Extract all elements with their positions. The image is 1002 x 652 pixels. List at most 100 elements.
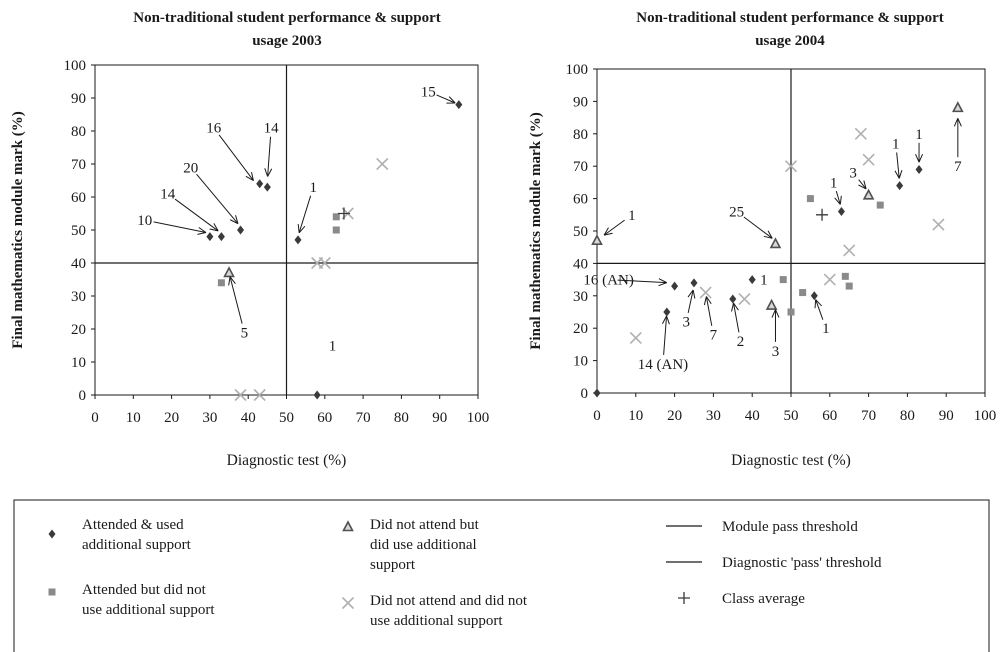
attended-not-used-marker [845, 282, 853, 290]
not-attend-used-marker [765, 298, 778, 310]
annotation-arrowhead [245, 171, 254, 182]
legend-label-line: Did not attend and did not [370, 593, 528, 609]
annotation-label: 3 [772, 344, 780, 360]
y-tick-label: 50 [71, 223, 86, 239]
x-axis-label: Diagnostic test (%) [731, 452, 851, 469]
legend-label-line: did use additional [370, 537, 477, 553]
x-tick-label: 100 [974, 408, 997, 424]
x-tick-label: 60 [822, 408, 837, 424]
y-tick-label: 0 [581, 386, 589, 402]
legend-label-line: Class average [722, 591, 805, 607]
annotation-arrow [298, 195, 312, 233]
annotation-arrow [153, 221, 207, 233]
annotation-label: 10 [137, 213, 152, 229]
annotation-label: 1 [760, 273, 768, 289]
annotation-arrowhead [834, 195, 842, 205]
attended-used-marker [896, 181, 904, 191]
y-tick-label: 80 [71, 124, 86, 140]
annotation-label: 16 (AN) [583, 273, 633, 289]
y-tick-label: 70 [71, 157, 86, 173]
chart-title: Non-traditional student performance & su… [133, 10, 441, 26]
attended-used-marker [748, 275, 756, 285]
y-axis-label: Final mathematics module mark (%) [10, 111, 26, 348]
annotation-arrow [218, 134, 254, 181]
legend-label-line: additional support [82, 537, 192, 553]
x-tick-label: 80 [900, 408, 915, 424]
annotation-label: 1 [892, 137, 900, 153]
annotation-arrowhead [703, 296, 712, 306]
y-tick-label: 60 [71, 190, 86, 206]
annotation-label: 7 [710, 328, 718, 344]
annotation-label: 1 [310, 180, 318, 196]
annotation-label: 1 [329, 339, 337, 355]
legend: Attended & used additional support Attende… [13, 499, 990, 652]
attended-used-marker [837, 207, 845, 217]
annotation-arrowhead [603, 227, 613, 236]
legend-label-line: support [370, 557, 416, 573]
attended-used-marker [663, 307, 671, 317]
attended-not-used-marker [841, 272, 849, 280]
annotation-arrowhead [763, 230, 773, 239]
annotation-arrowhead [209, 223, 219, 232]
x-tick-label: 40 [241, 410, 256, 426]
not-attend-used-marker [862, 188, 875, 200]
x-tick-label: 70 [356, 410, 371, 426]
x-axis-label: Diagnostic test (%) [227, 452, 347, 469]
not-attend-used-marker [952, 101, 964, 113]
attended-not-used-marker [799, 289, 807, 297]
not-attend-used-marker [591, 234, 603, 246]
chart-title: Non-traditional student performance & su… [636, 10, 944, 26]
attended-not-used-marker [332, 226, 340, 234]
annotation-arrowhead [197, 227, 207, 235]
annotation-label: 2 [737, 334, 745, 350]
chart-title: usage 2004 [755, 33, 825, 49]
attended-used-marker [593, 388, 601, 398]
annotation-arrow [174, 198, 219, 232]
annotation-arrowhead [446, 96, 456, 104]
annotation-arrowhead [662, 315, 670, 325]
attended-not-used-legend-label: Attended but did not use additional suppo… [82, 582, 215, 618]
x-tick-label: 10 [628, 408, 643, 424]
annotation-arrow [617, 279, 667, 284]
y-tick-label: 90 [573, 94, 588, 110]
annotation-arrowhead [264, 168, 273, 177]
attended-not-used-marker [217, 279, 225, 287]
y-tick-label: 30 [71, 289, 86, 305]
annotation-arrowhead [814, 299, 822, 309]
x-tick-label: 90 [432, 410, 447, 426]
annotation-label: 14 [264, 121, 280, 137]
y-tick-label: 20 [573, 321, 588, 337]
y-tick-label: 40 [71, 256, 86, 272]
attended-used-legend-label: Attended & used additional support [82, 517, 192, 553]
legend-label-line: Did not attend but [370, 517, 480, 533]
annotation-label: 1 [830, 175, 838, 191]
not-attend-not-used-legend-label: Did not attend and did not use additional… [370, 593, 528, 629]
x-tick-label: 60 [317, 410, 332, 426]
attended-not-used-marker [779, 276, 787, 284]
y-tick-label: 90 [71, 91, 86, 107]
annotation-arrow [687, 289, 694, 314]
not-attend-not-used-marker [843, 244, 856, 257]
y-tick-label: 100 [64, 58, 87, 74]
x-tick-label: 30 [706, 408, 721, 424]
attended-used-marker [237, 225, 245, 235]
class-average-marker [816, 208, 829, 221]
annotation-arrowhead [658, 278, 667, 287]
x-tick-label: 100 [467, 410, 490, 426]
annotation-arrow [858, 179, 867, 190]
not-attend-not-used-marker [376, 157, 389, 171]
annotation-arrowhead [894, 169, 903, 179]
annotation-label: 14 (AN) [638, 357, 688, 373]
not-attend-not-used-marker [823, 273, 836, 286]
annotation-arrow [663, 315, 668, 355]
annotation-label: 16 [206, 121, 222, 137]
x-tick-label: 20 [164, 410, 179, 426]
chart-title: usage 2003 [252, 33, 322, 49]
diagnostic-pass-legend-label: Diagnostic 'pass' threshold [722, 555, 882, 571]
annotation-arrowhead [228, 276, 236, 286]
attended-used-marker [313, 390, 321, 400]
y-tick-label: 60 [573, 192, 588, 208]
annotation-label: 5 [241, 325, 249, 341]
x-tick-label: 0 [91, 410, 99, 426]
